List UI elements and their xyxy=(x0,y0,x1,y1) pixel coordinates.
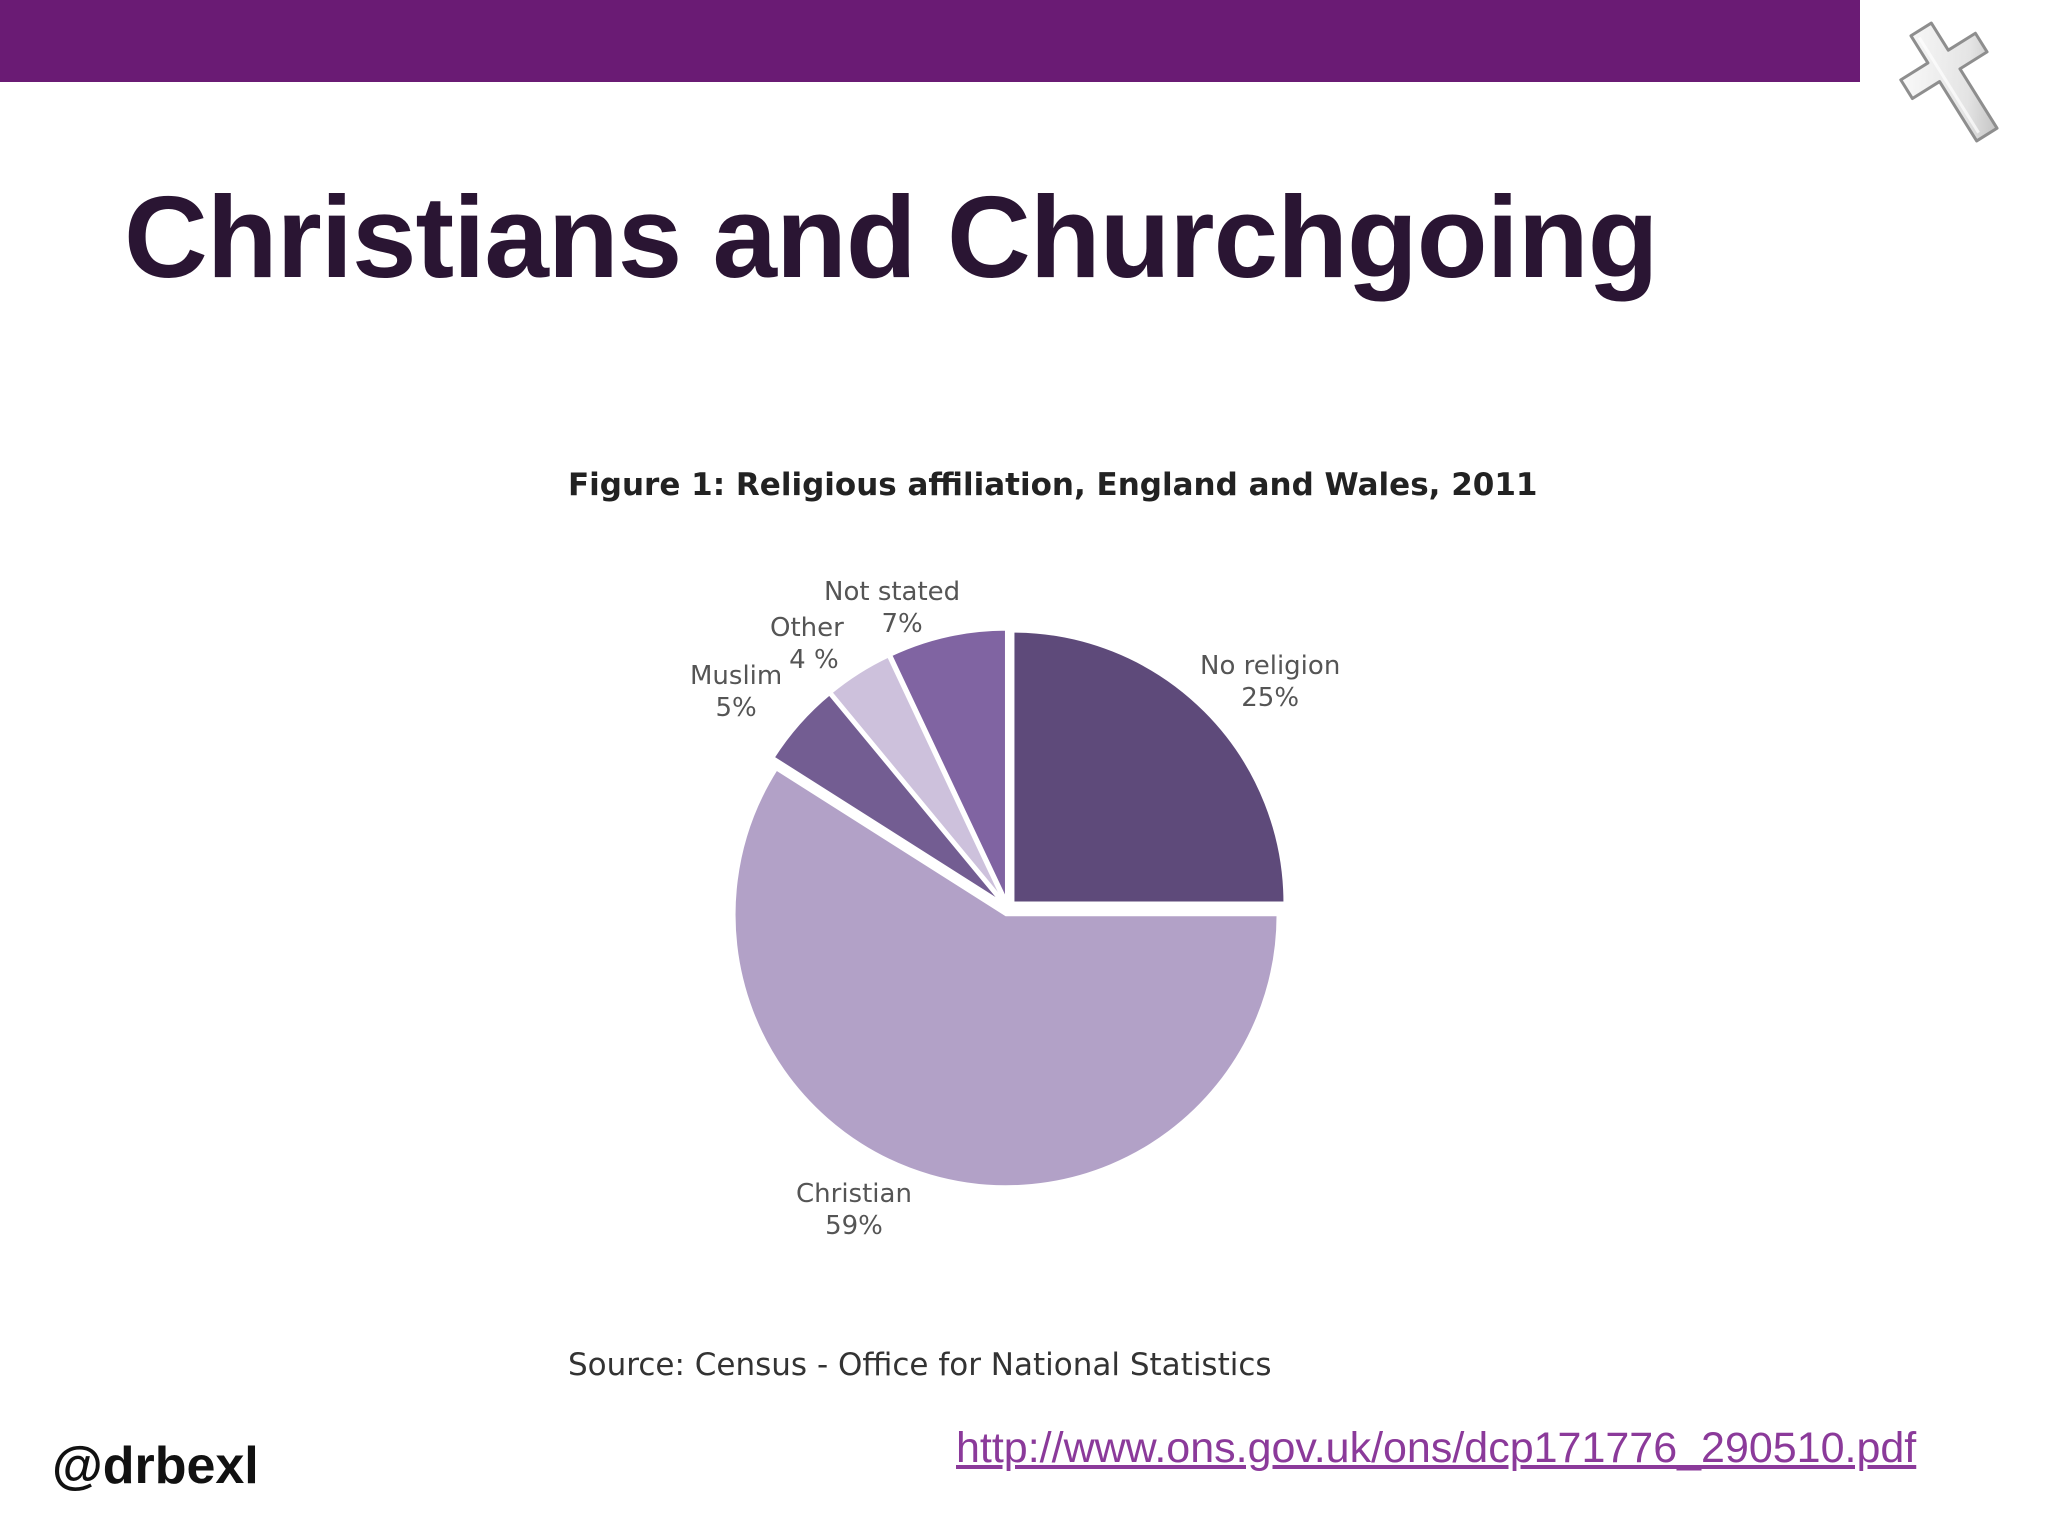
slice-label-not-stated: Not stated 7% xyxy=(824,576,960,640)
slice-label-no-religion: No religion 25% xyxy=(1200,650,1340,714)
twitter-handle: @drbexl xyxy=(52,1437,259,1495)
pie-slice-other xyxy=(828,653,1006,904)
slice-name-christian: Christian xyxy=(796,1179,912,1209)
pie-slice-not-stated xyxy=(888,627,1008,902)
slice-label-christian: Christian 59% xyxy=(796,1178,912,1242)
slice-name-no-religion: No religion xyxy=(1200,651,1341,681)
slice-value-other: 4 % xyxy=(789,645,839,675)
slice-value-christian: 59% xyxy=(825,1211,883,1241)
slice-name-other: Other xyxy=(770,613,844,643)
pie-slice-muslim xyxy=(771,691,1004,905)
pie-chart xyxy=(732,627,1287,1189)
slice-value-muslim: 5% xyxy=(715,693,757,723)
chart-source: Source: Census - Office for National Sta… xyxy=(568,1347,1272,1383)
slice-value-no-religion: 25% xyxy=(1241,683,1300,713)
chart-title: Figure 1: Religious affiliation, England… xyxy=(568,467,1538,503)
top-bar xyxy=(0,0,1860,82)
slice-label-other: Other 4 % xyxy=(770,612,844,676)
slice-name-not-stated: Not stated xyxy=(824,577,961,607)
slice-value-not-stated: 7% xyxy=(881,609,923,639)
cross-icon xyxy=(1899,21,1999,143)
pie-slice-no-religion xyxy=(1011,629,1287,905)
source-url-link[interactable]: http://www.ons.gov.uk/ons/dcp171776_2905… xyxy=(956,1424,1917,1472)
slice-label-muslim: Muslim 5% xyxy=(690,660,782,724)
slide-title: Christians and Churchgoing xyxy=(124,172,1659,302)
slice-name-muslim: Muslim xyxy=(690,661,783,691)
pie-slice-christian xyxy=(732,766,1280,1189)
